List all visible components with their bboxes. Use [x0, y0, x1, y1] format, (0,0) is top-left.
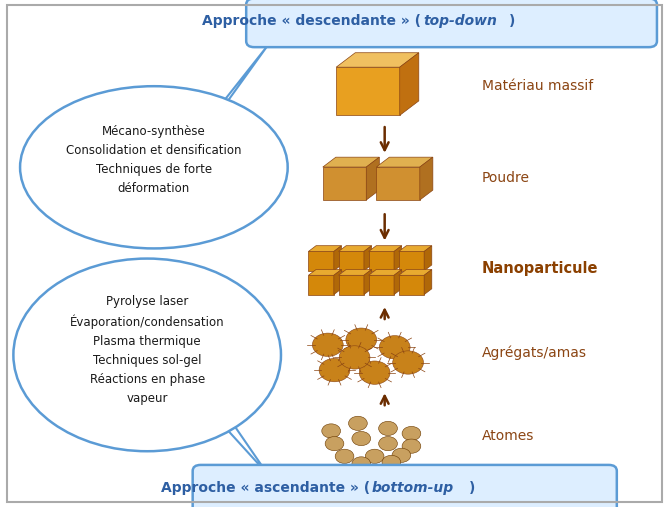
Circle shape: [325, 437, 344, 451]
Polygon shape: [424, 246, 432, 271]
Circle shape: [352, 431, 371, 446]
Text: Approche « ascendante » (: Approche « ascendante » (: [161, 481, 370, 495]
Text: ): ): [469, 481, 476, 495]
Circle shape: [312, 333, 343, 356]
Text: bottom-up: bottom-up: [372, 481, 454, 495]
Ellipse shape: [20, 86, 288, 248]
Polygon shape: [369, 251, 394, 271]
Text: Nanoparticule: Nanoparticule: [482, 261, 598, 276]
Circle shape: [402, 426, 421, 441]
Polygon shape: [308, 251, 334, 271]
Text: Poudre: Poudre: [482, 171, 530, 186]
Text: Approche « descendante » (: Approche « descendante » (: [203, 14, 421, 28]
Circle shape: [392, 448, 411, 462]
Polygon shape: [201, 401, 268, 474]
Polygon shape: [367, 157, 379, 200]
Polygon shape: [323, 157, 379, 167]
Circle shape: [382, 455, 401, 469]
Text: Agrégats/amas: Agrégats/amas: [482, 345, 587, 359]
Polygon shape: [369, 270, 401, 275]
Circle shape: [349, 416, 367, 430]
Polygon shape: [337, 67, 400, 116]
Ellipse shape: [13, 259, 281, 451]
Polygon shape: [377, 167, 420, 200]
Circle shape: [379, 336, 410, 359]
FancyBboxPatch shape: [246, 0, 657, 47]
Circle shape: [379, 437, 397, 451]
Polygon shape: [394, 246, 401, 271]
Polygon shape: [339, 270, 371, 275]
Polygon shape: [400, 53, 419, 116]
Circle shape: [365, 449, 384, 463]
Circle shape: [352, 457, 371, 471]
Polygon shape: [394, 270, 401, 295]
Text: ): ): [508, 14, 515, 28]
Circle shape: [379, 421, 397, 436]
Polygon shape: [334, 270, 341, 295]
Circle shape: [402, 439, 421, 453]
Text: Atomes: Atomes: [482, 429, 534, 443]
Polygon shape: [364, 246, 371, 271]
Polygon shape: [207, 46, 268, 122]
Polygon shape: [399, 275, 424, 295]
Polygon shape: [337, 53, 419, 67]
Polygon shape: [308, 270, 341, 275]
Circle shape: [322, 424, 341, 438]
Circle shape: [359, 361, 390, 384]
Text: top-down: top-down: [423, 14, 497, 28]
Text: Matériau massif: Matériau massif: [482, 79, 593, 93]
Polygon shape: [339, 275, 364, 295]
Polygon shape: [369, 275, 394, 295]
Polygon shape: [364, 270, 371, 295]
FancyBboxPatch shape: [193, 465, 617, 507]
Polygon shape: [399, 251, 424, 271]
Polygon shape: [420, 157, 433, 200]
Circle shape: [346, 328, 377, 351]
Circle shape: [335, 449, 354, 463]
Polygon shape: [399, 246, 432, 251]
Text: Mécano-synthèse
Consolidation et densification
Techniques de forte
déformation: Mécano-synthèse Consolidation et densifi…: [66, 125, 242, 195]
Polygon shape: [339, 251, 364, 271]
Circle shape: [339, 346, 370, 369]
Polygon shape: [308, 246, 341, 251]
Polygon shape: [308, 275, 334, 295]
Polygon shape: [323, 167, 367, 200]
Text: Pyrolyse laser
Évaporation/condensation
Plasma thermique
Techniques sol-gel
Réac: Pyrolyse laser Évaporation/condensation …: [70, 295, 225, 405]
Polygon shape: [334, 246, 341, 271]
Polygon shape: [424, 270, 432, 295]
Circle shape: [393, 351, 423, 374]
Circle shape: [319, 358, 350, 382]
Polygon shape: [399, 270, 432, 275]
Polygon shape: [339, 246, 371, 251]
Polygon shape: [369, 246, 401, 251]
Polygon shape: [377, 157, 433, 167]
